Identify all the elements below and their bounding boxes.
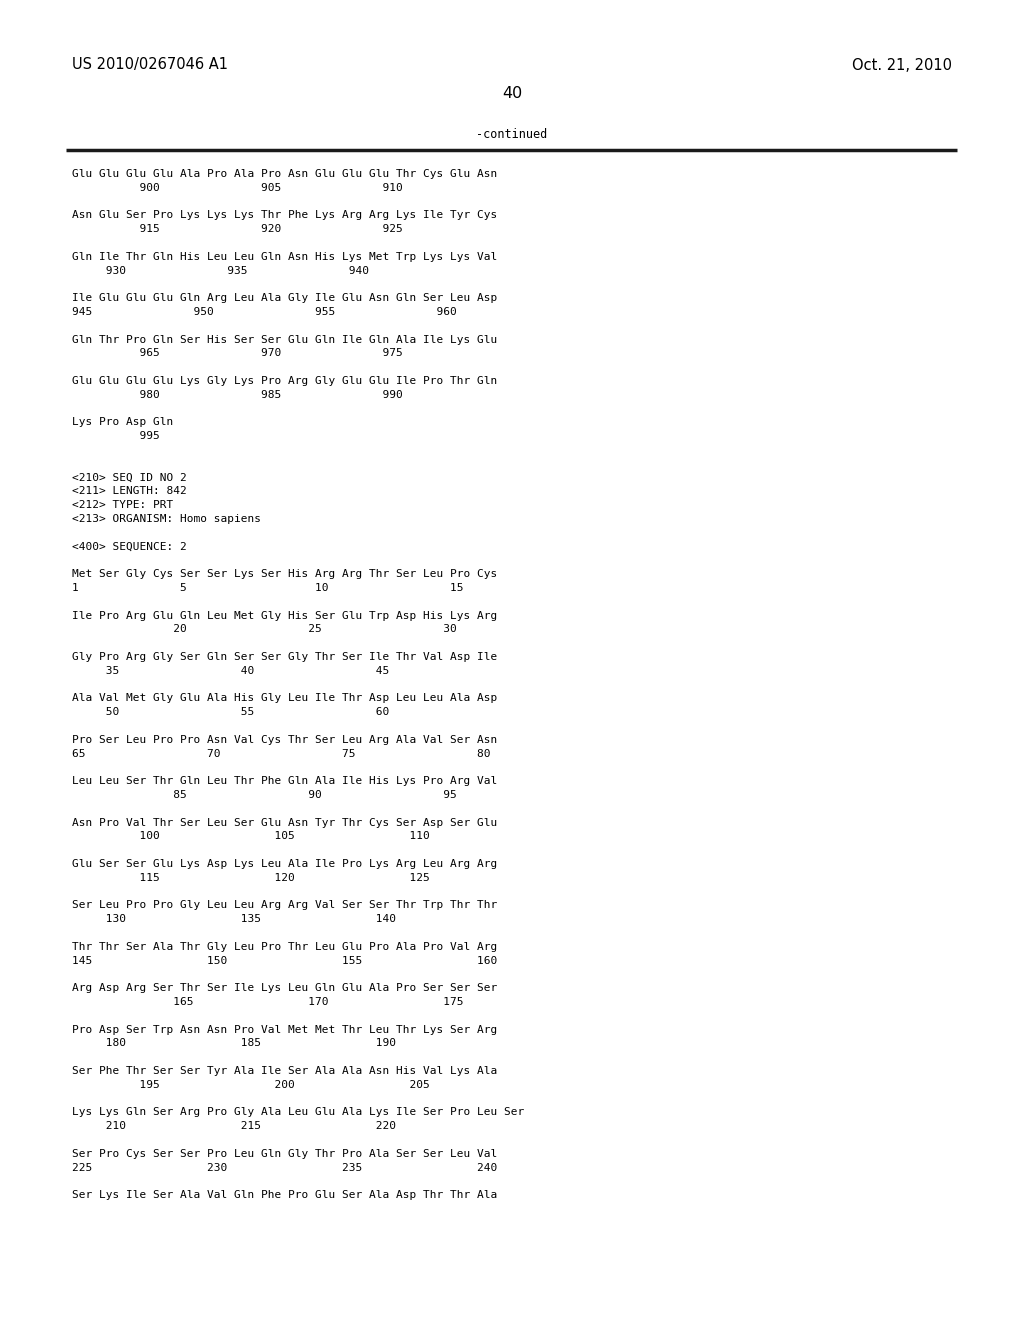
Text: -continued: -continued [476,128,548,141]
Text: 995: 995 [72,432,160,441]
Text: 35                  40                  45: 35 40 45 [72,665,389,676]
Text: 145                 150                 155                 160: 145 150 155 160 [72,956,498,966]
Text: 130                 135                 140: 130 135 140 [72,915,396,924]
Text: <400> SEQUENCE: 2: <400> SEQUENCE: 2 [72,541,186,552]
Text: 165                 170                 175: 165 170 175 [72,997,464,1007]
Text: Ile Glu Glu Glu Gln Arg Leu Ala Gly Ile Glu Asn Gln Ser Leu Asp: Ile Glu Glu Glu Gln Arg Leu Ala Gly Ile … [72,293,498,304]
Text: Leu Leu Ser Thr Gln Leu Thr Phe Gln Ala Ile His Lys Pro Arg Val: Leu Leu Ser Thr Gln Leu Thr Phe Gln Ala … [72,776,498,787]
Text: Thr Thr Ser Ala Thr Gly Leu Pro Thr Leu Glu Pro Ala Pro Val Arg: Thr Thr Ser Ala Thr Gly Leu Pro Thr Leu … [72,941,498,952]
Text: 115                 120                 125: 115 120 125 [72,873,430,883]
Text: Glu Glu Glu Glu Ala Pro Ala Pro Asn Glu Glu Glu Thr Cys Glu Asn: Glu Glu Glu Glu Ala Pro Ala Pro Asn Glu … [72,169,498,180]
Text: Gln Ile Thr Gln His Leu Leu Gln Asn His Lys Met Trp Lys Lys Val: Gln Ile Thr Gln His Leu Leu Gln Asn His … [72,252,498,261]
Text: <211> LENGTH: 842: <211> LENGTH: 842 [72,486,186,496]
Text: Lys Lys Gln Ser Arg Pro Gly Ala Leu Glu Ala Lys Ile Ser Pro Leu Ser: Lys Lys Gln Ser Arg Pro Gly Ala Leu Glu … [72,1107,524,1118]
Text: 915               920               925: 915 920 925 [72,224,402,234]
Text: Ala Val Met Gly Glu Ala His Gly Leu Ile Thr Asp Leu Leu Ala Asp: Ala Val Met Gly Glu Ala His Gly Leu Ile … [72,693,498,704]
Text: Ser Phe Thr Ser Ser Tyr Ala Ile Ser Ala Ala Asn His Val Lys Ala: Ser Phe Thr Ser Ser Tyr Ala Ile Ser Ala … [72,1067,498,1076]
Text: 180                 185                 190: 180 185 190 [72,1039,396,1048]
Text: Oct. 21, 2010: Oct. 21, 2010 [852,58,952,73]
Text: Gln Thr Pro Gln Ser His Ser Ser Glu Gln Ile Gln Ala Ile Lys Glu: Gln Thr Pro Gln Ser His Ser Ser Glu Gln … [72,334,498,345]
Text: 65                  70                  75                  80: 65 70 75 80 [72,748,490,759]
Text: <210> SEQ ID NO 2: <210> SEQ ID NO 2 [72,473,186,483]
Text: 965               970               975: 965 970 975 [72,348,402,359]
Text: 50                  55                  60: 50 55 60 [72,708,389,717]
Text: 930               935               940: 930 935 940 [72,265,369,276]
Text: 100                 105                 110: 100 105 110 [72,832,430,841]
Text: 900               905               910: 900 905 910 [72,182,402,193]
Text: Pro Asp Ser Trp Asn Asn Pro Val Met Met Thr Leu Thr Lys Ser Arg: Pro Asp Ser Trp Asn Asn Pro Val Met Met … [72,1024,498,1035]
Text: 980               985               990: 980 985 990 [72,389,402,400]
Text: 20                  25                  30: 20 25 30 [72,624,457,635]
Text: Ser Pro Cys Ser Ser Pro Leu Gln Gly Thr Pro Ala Ser Ser Leu Val: Ser Pro Cys Ser Ser Pro Leu Gln Gly Thr … [72,1148,498,1159]
Text: <212> TYPE: PRT: <212> TYPE: PRT [72,500,173,511]
Text: 210                 215                 220: 210 215 220 [72,1121,396,1131]
Text: Glu Ser Ser Glu Lys Asp Lys Leu Ala Ile Pro Lys Arg Leu Arg Arg: Glu Ser Ser Glu Lys Asp Lys Leu Ala Ile … [72,859,498,869]
Text: Glu Glu Glu Glu Lys Gly Lys Pro Arg Gly Glu Glu Ile Pro Thr Gln: Glu Glu Glu Glu Lys Gly Lys Pro Arg Gly … [72,376,498,385]
Text: Ser Leu Pro Pro Gly Leu Leu Arg Arg Val Ser Ser Thr Trp Thr Thr: Ser Leu Pro Pro Gly Leu Leu Arg Arg Val … [72,900,498,911]
Text: Met Ser Gly Cys Ser Ser Lys Ser His Arg Arg Thr Ser Leu Pro Cys: Met Ser Gly Cys Ser Ser Lys Ser His Arg … [72,569,498,579]
Text: 195                 200                 205: 195 200 205 [72,1080,430,1090]
Text: 1               5                   10                  15: 1 5 10 15 [72,583,464,593]
Text: 85                  90                  95: 85 90 95 [72,789,457,800]
Text: Ser Lys Ile Ser Ala Val Gln Phe Pro Glu Ser Ala Asp Thr Thr Ala: Ser Lys Ile Ser Ala Val Gln Phe Pro Glu … [72,1191,498,1200]
Text: Gly Pro Arg Gly Ser Gln Ser Ser Gly Thr Ser Ile Thr Val Asp Ile: Gly Pro Arg Gly Ser Gln Ser Ser Gly Thr … [72,652,498,663]
Text: <213> ORGANISM: Homo sapiens: <213> ORGANISM: Homo sapiens [72,513,261,524]
Text: Asn Pro Val Thr Ser Leu Ser Glu Asn Tyr Thr Cys Ser Asp Ser Glu: Asn Pro Val Thr Ser Leu Ser Glu Asn Tyr … [72,817,498,828]
Text: Lys Pro Asp Gln: Lys Pro Asp Gln [72,417,173,428]
Text: Asn Glu Ser Pro Lys Lys Lys Thr Phe Lys Arg Arg Lys Ile Tyr Cys: Asn Glu Ser Pro Lys Lys Lys Thr Phe Lys … [72,210,498,220]
Text: 945               950               955               960: 945 950 955 960 [72,308,457,317]
Text: 40: 40 [502,87,522,102]
Text: 225                 230                 235                 240: 225 230 235 240 [72,1163,498,1172]
Text: US 2010/0267046 A1: US 2010/0267046 A1 [72,58,228,73]
Text: Pro Ser Leu Pro Pro Asn Val Cys Thr Ser Leu Arg Ala Val Ser Asn: Pro Ser Leu Pro Pro Asn Val Cys Thr Ser … [72,735,498,744]
Text: Ile Pro Arg Glu Gln Leu Met Gly His Ser Glu Trp Asp His Lys Arg: Ile Pro Arg Glu Gln Leu Met Gly His Ser … [72,611,498,620]
Text: Arg Asp Arg Ser Thr Ser Ile Lys Leu Gln Glu Ala Pro Ser Ser Ser: Arg Asp Arg Ser Thr Ser Ile Lys Leu Gln … [72,983,498,993]
